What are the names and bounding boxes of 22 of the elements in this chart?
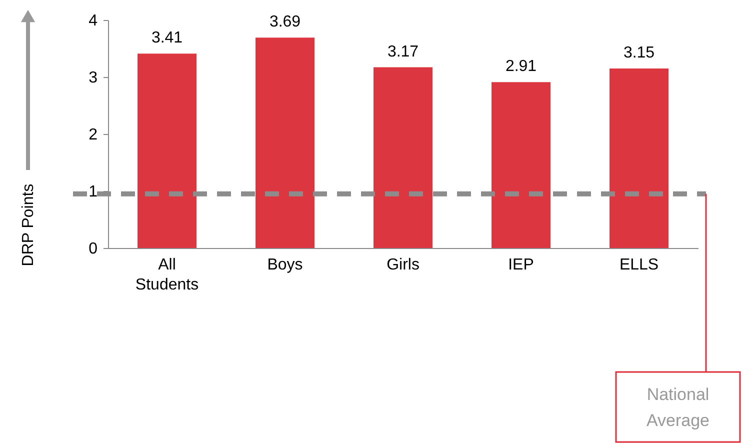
y-tick-label: 4 (88, 12, 98, 30)
x-tick-label: IEP (508, 256, 534, 274)
bar (610, 68, 668, 248)
ref-line-label: National Average (646, 385, 710, 430)
y-tick-label: 3 (88, 70, 98, 86)
bar (492, 82, 550, 248)
x-tick-label: All Students (135, 256, 199, 294)
bar (374, 67, 432, 248)
data-label: 3.15 (623, 44, 655, 62)
data-label: 3.41 (151, 30, 183, 47)
y-tick-label: 1 (88, 184, 98, 200)
bar (256, 38, 314, 248)
data-label: 3.17 (387, 43, 419, 60)
data-label: 2.91 (505, 58, 537, 76)
data-label: 3.69 (269, 14, 301, 31)
x-tick-label: Boys (267, 256, 303, 274)
y-axis-title: DRP Points (20, 184, 37, 266)
x-tick-label: ELLS (619, 256, 659, 274)
x-tick-label: Girls (386, 256, 420, 274)
y-tick-label: 0 (88, 240, 98, 258)
bar (138, 54, 196, 248)
y-tick-label: 2 (88, 126, 98, 144)
